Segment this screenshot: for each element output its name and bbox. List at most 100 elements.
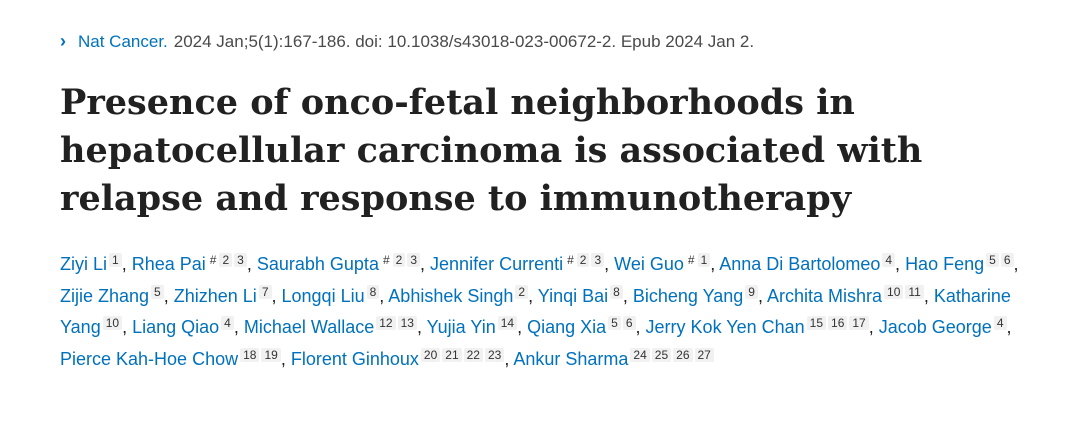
author-separator: , — [1006, 317, 1012, 337]
author-name-link[interactable]: Saurabh Gupta — [256, 254, 379, 274]
affiliation-badge[interactable]: 10 — [884, 284, 904, 299]
affiliation-badge[interactable]: 16 — [828, 316, 848, 330]
author-item: Zijie Zhang 5 — [60, 284, 164, 306]
author-item: Qiang Xia 5 6 — [527, 316, 636, 337]
author-name-link[interactable]: Yinqi Bai — [537, 285, 609, 306]
author-name-link[interactable]: Katharine Yang — [60, 285, 1011, 338]
affiliation-badge[interactable]: 13 — [397, 316, 417, 330]
author-name-link[interactable]: Yujia Yin — [426, 317, 496, 337]
journal-link[interactable]: Nat Cancer. — [78, 32, 168, 51]
author-item: Rhea Pai #2 3 — [131, 253, 247, 274]
affiliation-badge[interactable]: 10 — [102, 316, 123, 330]
affiliation-badge[interactable]: 12 — [376, 316, 396, 330]
author-separator: , — [416, 317, 427, 337]
author-name-link[interactable]: Longqi Liu — [281, 285, 365, 306]
affiliation-badge[interactable]: 24 — [630, 347, 650, 362]
equal-contribution-mark: # — [567, 253, 574, 267]
author-separator: , — [528, 285, 538, 306]
chevron-right-icon: › — [60, 31, 66, 51]
affiliation-badge[interactable]: 23 — [484, 347, 505, 362]
author-item: Michael Wallace 12 13 — [243, 316, 417, 337]
author-name-link[interactable]: Jennifer Currenti — [430, 254, 564, 274]
author-separator: , — [517, 317, 528, 337]
author-separator: , — [895, 254, 906, 274]
author-item: Liang Qiao 4 — [132, 316, 234, 337]
author-name-link[interactable]: Anna Di Bartolomeo — [719, 254, 881, 274]
affiliation-badge[interactable]: 11 — [905, 284, 924, 299]
affiliation-badge[interactable]: 9 — [745, 284, 758, 299]
affiliation-badge[interactable]: 19 — [261, 347, 281, 362]
author-separator: , — [233, 317, 244, 337]
author-name-link[interactable]: Abhishek Singh — [388, 285, 514, 306]
author-list: Ziyi Li 1, Rhea Pai #2 3, Saurabh Gupta #2 3,… — [60, 245, 1020, 375]
affiliation-badge[interactable]: 15 — [806, 316, 827, 330]
author-name-link[interactable]: Ankur Sharma — [513, 348, 629, 369]
affiliation-badge[interactable]: 18 — [240, 347, 260, 362]
author-name-link[interactable]: Wei Guo — [614, 254, 684, 274]
author-item: Archita Mishra 10 11 — [766, 284, 924, 306]
author-name-link[interactable]: Florent Ginhoux — [290, 348, 419, 369]
affiliation-badge[interactable]: 1 — [697, 253, 711, 267]
author-item: Jennifer Currenti #2 3 — [430, 253, 605, 274]
citation-line: › Nat Cancer. 2024 Jan;5(1):167-186. doi… — [60, 30, 1060, 53]
author-separator: , — [246, 254, 257, 274]
affiliation-badge[interactable]: 17 — [849, 316, 869, 330]
equal-contribution-mark: # — [209, 253, 217, 267]
author-separator: , — [163, 285, 174, 306]
author-item: Zhizhen Li 7 — [173, 284, 272, 306]
author-separator: , — [923, 285, 934, 306]
affiliation-badge[interactable]: 4 — [882, 253, 896, 267]
affiliation-badge[interactable]: 8 — [366, 284, 380, 299]
affiliation-badge[interactable]: 14 — [497, 316, 518, 330]
affiliation-badge[interactable]: 3 — [407, 253, 421, 267]
affiliation-badge[interactable]: 5 — [608, 316, 621, 330]
affiliation-badge[interactable]: 6 — [622, 316, 636, 330]
author-name-link[interactable]: Michael Wallace — [243, 317, 375, 337]
author-name-link[interactable]: Jerry Kok Yen Chan — [645, 317, 805, 337]
author-name-link[interactable]: Zhizhen Li — [173, 285, 257, 306]
author-item: Ziyi Li 1 — [60, 253, 122, 274]
affiliation-badge[interactable]: 4 — [993, 316, 1007, 330]
author-separator: , — [635, 317, 646, 337]
affiliation-badge[interactable]: 3 — [591, 253, 605, 267]
affiliation-badge[interactable]: 1 — [109, 253, 122, 267]
author-name-link[interactable]: Zijie Zhang — [60, 285, 150, 306]
author-item: Saurabh Gupta #2 3 — [256, 253, 421, 274]
affiliation-badge[interactable]: 2 — [392, 253, 406, 267]
author-name-link[interactable]: Liang Qiao — [132, 317, 220, 337]
author-item: Abhishek Singh 2 — [388, 284, 529, 306]
article-header: › Nat Cancer. 2024 Jan;5(1):167-186. doi… — [60, 30, 1060, 375]
equal-contribution-mark: # — [687, 253, 695, 267]
author-name-link[interactable]: Pierce Kah-Hoe Chow — [60, 348, 239, 369]
affiliation-badge[interactable]: 8 — [610, 284, 623, 299]
author-separator: , — [271, 285, 282, 306]
affiliation-badge[interactable]: 7 — [258, 284, 272, 299]
affiliation-badge[interactable]: 22 — [463, 347, 483, 362]
author-name-link[interactable]: Hao Feng — [905, 254, 985, 274]
affiliation-badge[interactable]: 4 — [221, 316, 234, 330]
author-item: Florent Ginhoux 20 21 22 23 — [290, 347, 505, 369]
affiliation-badge[interactable]: 25 — [651, 347, 672, 362]
author-separator: , — [420, 254, 431, 274]
affiliation-badge[interactable]: 3 — [234, 253, 247, 267]
author-name-link[interactable]: Jacob George — [878, 317, 992, 337]
affiliation-badge[interactable]: 6 — [1000, 253, 1014, 267]
affiliation-badge[interactable]: 20 — [420, 347, 441, 362]
affiliation-badge[interactable]: 27 — [694, 347, 714, 362]
author-name-link[interactable]: Ziyi Li — [60, 254, 108, 274]
affiliation-badge[interactable]: 21 — [442, 347, 462, 362]
affiliation-badge[interactable]: 5 — [151, 284, 164, 299]
author-item: Bicheng Yang 9 — [632, 284, 758, 306]
affiliation-badge[interactable]: 2 — [515, 284, 529, 299]
affiliation-badge[interactable]: 2 — [219, 253, 233, 267]
affiliation-badge[interactable]: 26 — [673, 347, 693, 362]
author-name-link[interactable]: Bicheng Yang — [632, 285, 744, 306]
affiliation-badge[interactable]: 2 — [576, 253, 590, 267]
affiliation-badge[interactable]: 5 — [986, 253, 999, 267]
author-item: Yinqi Bai 8 — [537, 284, 623, 306]
author-name-link[interactable]: Qiang Xia — [527, 317, 607, 337]
author-item: Yujia Yin 14 — [426, 316, 518, 337]
author-name-link[interactable]: Archita Mishra — [766, 285, 883, 306]
author-name-link[interactable]: Rhea Pai — [131, 254, 206, 274]
author-item: Longqi Liu 8 — [281, 284, 380, 306]
